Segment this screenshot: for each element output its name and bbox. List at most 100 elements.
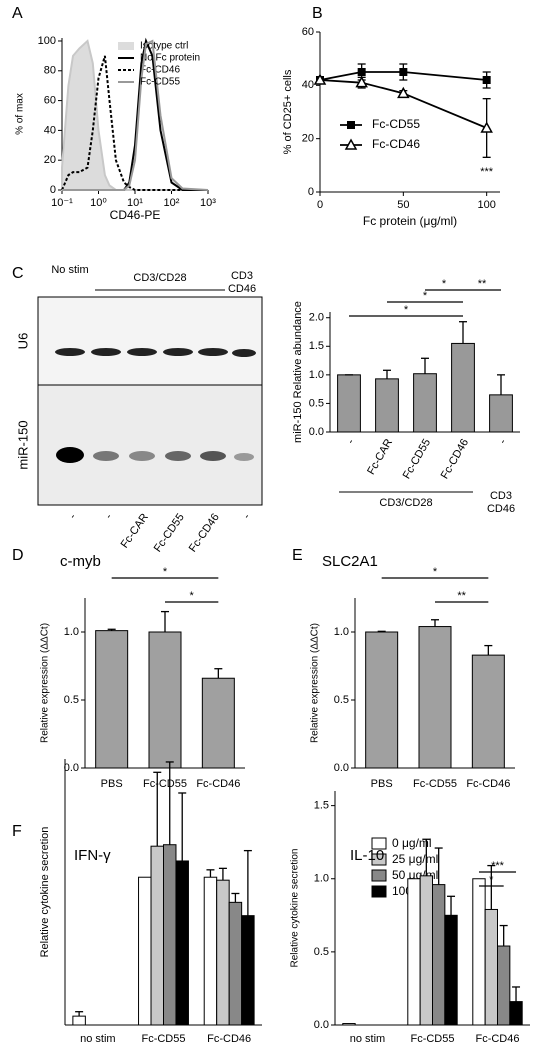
blot-header: No stim — [51, 264, 89, 276]
x-tick-label: Fc-CD46 — [196, 778, 240, 790]
blot-row-label: miR-150 — [15, 420, 30, 469]
x-tick-label: Fc-CD55 — [410, 1033, 454, 1045]
density-curve — [61, 55, 208, 191]
bar — [407, 878, 421, 1026]
y-tick-label: 20 — [302, 133, 314, 145]
bar — [138, 876, 152, 1026]
legend-swatch — [118, 42, 134, 50]
x-axis-label: CD46-PE — [110, 208, 161, 222]
bar — [148, 631, 182, 769]
significance-label: * — [489, 874, 494, 886]
bar — [509, 1001, 523, 1026]
density-curve — [61, 39, 208, 191]
y-tick-label: 80 — [44, 65, 56, 77]
y-tick-label: 60 — [302, 26, 314, 38]
significance-label: ** — [457, 590, 466, 602]
y-tick-label: 0.0 — [309, 426, 324, 438]
bar — [241, 915, 255, 1026]
bar — [163, 844, 177, 1026]
blot-bands — [55, 348, 256, 463]
x-tick-label: Fc-CD55 — [141, 1033, 185, 1045]
band — [93, 451, 119, 461]
y-tick-label: 1.5 — [309, 340, 324, 352]
band — [198, 348, 228, 356]
lane-label: - — [103, 511, 115, 521]
band — [55, 348, 85, 356]
bar — [419, 875, 433, 1026]
blot-u6-frame — [37, 296, 263, 386]
x-tick-label: 10² — [164, 197, 180, 209]
bar — [451, 342, 475, 433]
legend-label: Fc-CD55 — [372, 117, 420, 131]
bar — [203, 876, 218, 1026]
y-axis-label: % of max — [15, 93, 26, 135]
y-axis-label: miR-150 Relative abundance — [292, 301, 304, 443]
bar — [497, 945, 511, 1026]
band — [165, 451, 191, 461]
lane-label: Fc-CD46 — [187, 512, 222, 555]
legend-swatch — [371, 837, 387, 850]
x-tick-label: Fc-CD46 — [207, 1033, 251, 1045]
panel-label: E — [292, 547, 303, 564]
panel-label: C — [12, 265, 24, 282]
significance-label: *** — [480, 166, 494, 178]
y-tick-label: 0.5 — [64, 694, 79, 706]
legend-swatch — [371, 853, 387, 866]
x-tick-label: no stim — [80, 1033, 115, 1045]
lane-label: Fc-CD55 — [152, 512, 187, 555]
y-tick-label: 1.0 — [64, 626, 79, 638]
bar — [95, 630, 129, 769]
y-tick-label: 0.0 — [314, 1019, 329, 1031]
blot-mir150-frame — [37, 384, 263, 506]
bar — [432, 884, 446, 1026]
y-tick-label: 0 — [50, 184, 56, 196]
chart-title: c-myb — [60, 553, 101, 570]
chart-title: IL-10 — [350, 847, 384, 864]
group-label: CD3 CD46 — [486, 490, 516, 515]
legend-label: Fc-CD46 — [140, 65, 180, 76]
panel-label: D — [12, 547, 24, 564]
band — [91, 348, 121, 356]
bar — [72, 1015, 86, 1026]
marker — [344, 138, 358, 150]
series-line — [319, 71, 487, 81]
series-line — [319, 79, 488, 129]
marker — [399, 68, 408, 76]
bar — [216, 879, 230, 1026]
band — [127, 348, 157, 356]
panel-label: A — [12, 5, 23, 22]
bar — [175, 860, 189, 1026]
x-tick-label: 10³ — [200, 197, 216, 209]
bar — [413, 373, 437, 433]
x-tick-label: Fc-CD55 — [143, 778, 187, 790]
bar — [472, 878, 486, 1026]
x-tick-label: Fc-CD46 — [439, 437, 471, 481]
x-tick-label: PBS — [101, 778, 123, 790]
y-tick-label: 2.0 — [309, 312, 324, 324]
density-curve — [62, 39, 209, 191]
x-tick-label: Fc-CD55 — [413, 778, 457, 790]
x-tick-label: 100 — [477, 199, 495, 211]
marker — [355, 76, 368, 88]
lane-label: - — [67, 511, 79, 521]
lane-label: - — [241, 511, 253, 521]
blot-row-label: U6 — [15, 333, 30, 350]
bar — [484, 908, 498, 1026]
x-tick-label: 0 — [317, 199, 323, 211]
y-tick-label: 20 — [44, 154, 56, 166]
significance-label: * — [442, 278, 447, 290]
group-label: CD3/CD28 — [379, 497, 432, 509]
legend-label: Fc-CD46 — [372, 137, 420, 151]
y-tick-label: 60 — [44, 94, 56, 106]
panel-label: F — [12, 823, 22, 840]
x-tick-label: Fc-CD46 — [466, 778, 510, 790]
legend-label: No Fc protein — [140, 53, 200, 64]
y-tick-label: 0.5 — [309, 397, 324, 409]
y-tick-label: 40 — [302, 79, 314, 91]
legend-label: Isotype ctrl — [140, 41, 188, 52]
x-tick-label: PBS — [371, 778, 393, 790]
lane-label: Fc-CAR — [119, 511, 151, 550]
bar — [375, 378, 399, 433]
legend-label: Fc-CD55 — [140, 77, 180, 88]
